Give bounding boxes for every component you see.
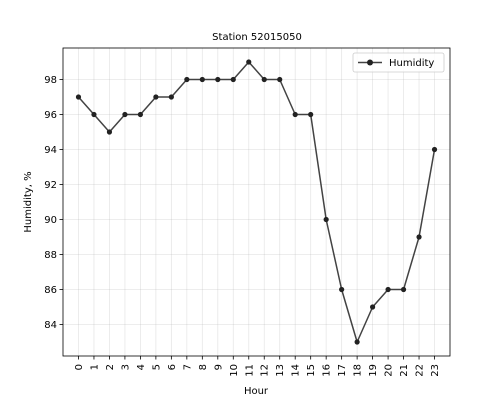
grid-layer (63, 48, 450, 356)
x-tick-label: 16 (322, 364, 333, 377)
x-tick-label: 20 (384, 364, 395, 377)
x-tick-label: 1 (89, 364, 100, 370)
data-point (184, 76, 190, 83)
data-point (137, 111, 143, 118)
plot-frame (62, 47, 451, 357)
x-tick-label: 9 (213, 364, 224, 370)
x-tick-label: 15 (306, 364, 317, 377)
x-tick-label: 23 (430, 364, 441, 377)
data-point (230, 76, 236, 83)
data-point (122, 111, 128, 118)
x-axis-label: Hour (244, 386, 269, 397)
y-tick-label: 86 (44, 285, 57, 296)
data-point (354, 339, 360, 345)
x-tick-label: 8 (198, 364, 209, 370)
y-tick-label: 84 (44, 320, 57, 331)
data-point (308, 111, 314, 118)
data-point (91, 111, 97, 118)
y-tick-label: 90 (44, 215, 57, 226)
data-point (246, 59, 252, 65)
data-point (75, 94, 82, 100)
x-tick-label: 7 (182, 364, 193, 370)
x-tick-label: 13 (275, 364, 286, 377)
x-tick-label: 18 (353, 364, 364, 377)
data-point (416, 234, 422, 240)
y-axis-label: Humidity, % (23, 171, 34, 232)
series-line-humidity (77, 61, 436, 343)
data-point (385, 286, 391, 293)
legend-marker (367, 59, 373, 66)
data-point (370, 304, 376, 310)
x-tick-label: 0 (74, 364, 85, 370)
y-tick-label: 92 (44, 180, 57, 191)
x-tick-label: 2 (105, 364, 116, 370)
legend-box (352, 52, 445, 73)
legend: Humidity (352, 52, 445, 73)
x-tick-label: 14 (291, 364, 302, 377)
data-point (400, 286, 407, 293)
x-tick-label: 11 (244, 364, 255, 377)
x-tick-label: 22 (415, 364, 426, 377)
x-tick-label: 21 (399, 364, 410, 377)
data-point (199, 76, 205, 83)
data-point (153, 94, 159, 100)
x-tick-label: 6 (167, 364, 178, 370)
y-tick-label: 96 (44, 110, 57, 121)
x-tick-label: 3 (120, 364, 131, 370)
y-tick-label: 88 (44, 250, 57, 261)
data-point (215, 76, 221, 83)
x-tick-label: 17 (337, 364, 348, 377)
x-tick-label: 10 (229, 364, 240, 377)
x-tick-label: 4 (136, 364, 147, 370)
legend-label-humidity: Humidity (389, 58, 434, 69)
x-tick-label: 12 (260, 364, 271, 377)
series-layer (75, 59, 438, 345)
y-tick-label: 98 (44, 75, 57, 86)
data-point (323, 216, 329, 223)
data-point (168, 94, 174, 100)
data-point (292, 111, 298, 118)
data-point (261, 76, 267, 83)
y-tick-label: 94 (44, 145, 57, 156)
data-point (106, 129, 113, 135)
data-point (431, 146, 438, 153)
chart-title: Station 52015050 (212, 32, 302, 43)
data-point (277, 76, 283, 83)
x-tick-label: 19 (368, 364, 379, 377)
tick-layer: 0 1 2 3 4 5 6 7 8 9 10 11 12 13 14 15 16 17 18 19 20 21 22 2384… (44, 75, 441, 377)
data-point (339, 286, 345, 293)
x-tick-label: 5 (151, 364, 162, 370)
